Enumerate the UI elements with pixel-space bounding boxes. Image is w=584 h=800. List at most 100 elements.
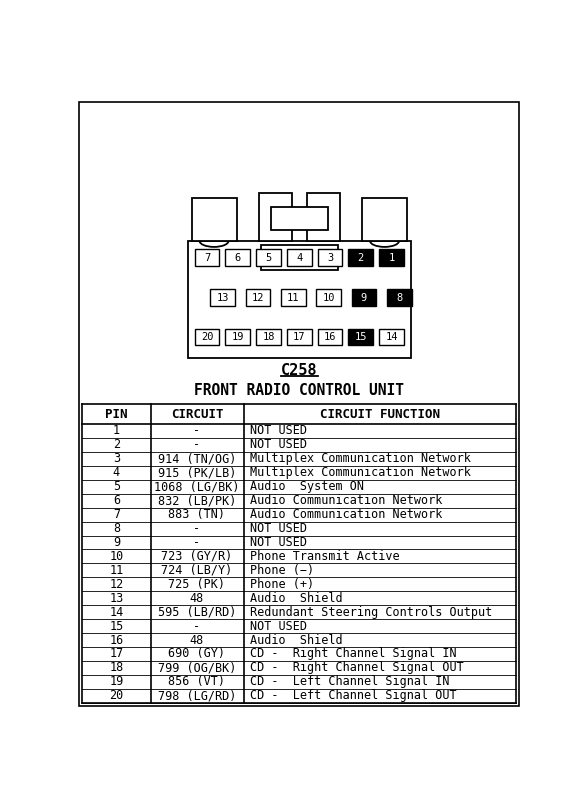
Text: 16: 16 (109, 634, 124, 646)
Text: 10: 10 (109, 550, 124, 563)
Text: 14: 14 (385, 332, 398, 342)
Text: 3: 3 (327, 253, 333, 262)
Text: 1: 1 (113, 425, 120, 438)
Text: 6: 6 (235, 253, 241, 262)
Text: 48: 48 (190, 592, 204, 605)
Bar (379, 250, 404, 266)
Text: CIRCUIT: CIRCUIT (171, 407, 223, 421)
Text: 12: 12 (109, 578, 124, 590)
Text: Audio Communication Network: Audio Communication Network (250, 508, 442, 521)
Text: 13: 13 (216, 293, 229, 302)
Bar (287, 250, 312, 266)
Bar (349, 329, 373, 346)
Bar (318, 250, 342, 266)
Bar (210, 290, 235, 306)
Text: 12: 12 (252, 293, 264, 302)
Text: NOT USED: NOT USED (250, 620, 307, 633)
Bar (349, 250, 373, 266)
Text: Multiplex Communication Network: Multiplex Communication Network (250, 466, 471, 479)
Bar (225, 250, 250, 266)
Bar (352, 290, 376, 306)
Bar (187, 241, 411, 358)
Text: -: - (193, 620, 200, 633)
Text: PIN: PIN (105, 407, 128, 421)
Text: C258: C258 (281, 363, 318, 378)
Text: -: - (193, 438, 200, 451)
Text: 11: 11 (287, 293, 300, 302)
Text: 19: 19 (232, 332, 244, 342)
Text: 13: 13 (109, 592, 124, 605)
Text: CD -  Left Channel Signal OUT: CD - Left Channel Signal OUT (250, 690, 456, 702)
Text: 4: 4 (296, 253, 303, 262)
Text: -: - (193, 425, 200, 438)
Text: 11: 11 (109, 564, 124, 577)
Text: 914 (TN/OG): 914 (TN/OG) (158, 452, 236, 466)
Text: 798 (LG/RD): 798 (LG/RD) (158, 690, 236, 702)
Text: 18: 18 (262, 332, 275, 342)
Text: 595 (LB/RD): 595 (LB/RD) (158, 606, 236, 618)
Text: 2: 2 (357, 253, 364, 262)
Bar (387, 290, 412, 306)
Text: Multiplex Communication Network: Multiplex Communication Network (250, 452, 471, 466)
Text: Phone (−): Phone (−) (250, 564, 314, 577)
Text: 8: 8 (396, 293, 402, 302)
Text: 5: 5 (113, 480, 120, 494)
Text: 723 (GY/R): 723 (GY/R) (161, 550, 232, 563)
Bar (192, 198, 237, 241)
Text: NOT USED: NOT USED (250, 522, 307, 535)
Text: 8: 8 (113, 522, 120, 535)
Text: -: - (193, 536, 200, 549)
Bar (362, 198, 407, 241)
Text: 10: 10 (322, 293, 335, 302)
Text: NOT USED: NOT USED (250, 438, 307, 451)
Bar (270, 207, 328, 230)
Text: Phone Transmit Active: Phone Transmit Active (250, 550, 399, 563)
Bar (245, 290, 270, 306)
Bar (316, 290, 341, 306)
Text: 1068 (LG/BK): 1068 (LG/BK) (154, 480, 240, 494)
Text: 799 (OG/BK): 799 (OG/BK) (158, 662, 236, 674)
Bar (259, 193, 291, 241)
Text: 17: 17 (109, 647, 124, 661)
Text: NOT USED: NOT USED (250, 425, 307, 438)
Text: 832 (LB/PK): 832 (LB/PK) (158, 494, 236, 507)
Bar (256, 250, 281, 266)
Text: 690 (GY): 690 (GY) (169, 647, 225, 661)
Text: Audio  Shield: Audio Shield (250, 634, 342, 646)
Text: 48: 48 (190, 634, 204, 646)
Text: CD -  Right Channel Signal OUT: CD - Right Channel Signal OUT (250, 662, 464, 674)
Text: Audio  Shield: Audio Shield (250, 592, 342, 605)
Bar (318, 329, 342, 346)
Text: 18: 18 (109, 662, 124, 674)
Text: NOT USED: NOT USED (250, 536, 307, 549)
Bar (260, 246, 338, 270)
Bar (307, 193, 340, 241)
Text: FRONT RADIO CONTROL UNIT: FRONT RADIO CONTROL UNIT (194, 382, 404, 398)
Text: 14: 14 (109, 606, 124, 618)
Text: 15: 15 (354, 332, 367, 342)
Text: 16: 16 (324, 332, 336, 342)
Text: 9: 9 (361, 293, 367, 302)
Bar (194, 250, 220, 266)
Text: 5: 5 (266, 253, 272, 262)
Text: 2: 2 (113, 438, 120, 451)
Text: Redundant Steering Controls Output: Redundant Steering Controls Output (250, 606, 492, 618)
Text: 883 (TN): 883 (TN) (169, 508, 225, 521)
Text: 724 (LB/Y): 724 (LB/Y) (161, 564, 232, 577)
Text: Audio Communication Network: Audio Communication Network (250, 494, 442, 507)
Text: 725 (PK): 725 (PK) (169, 578, 225, 590)
Text: 20: 20 (201, 332, 213, 342)
Text: 19: 19 (109, 675, 124, 688)
Text: CD -  Right Channel Signal IN: CD - Right Channel Signal IN (250, 647, 456, 661)
Text: 6: 6 (113, 494, 120, 507)
Bar (194, 329, 220, 346)
Bar (225, 329, 250, 346)
Text: 17: 17 (293, 332, 305, 342)
Text: 856 (VT): 856 (VT) (169, 675, 225, 688)
Text: 915 (PK/LB): 915 (PK/LB) (158, 466, 236, 479)
Text: 15: 15 (109, 620, 124, 633)
Text: CIRCUIT FUNCTION: CIRCUIT FUNCTION (320, 407, 440, 421)
Text: Audio  System ON: Audio System ON (250, 480, 364, 494)
Text: 9: 9 (113, 536, 120, 549)
Bar (287, 329, 312, 346)
